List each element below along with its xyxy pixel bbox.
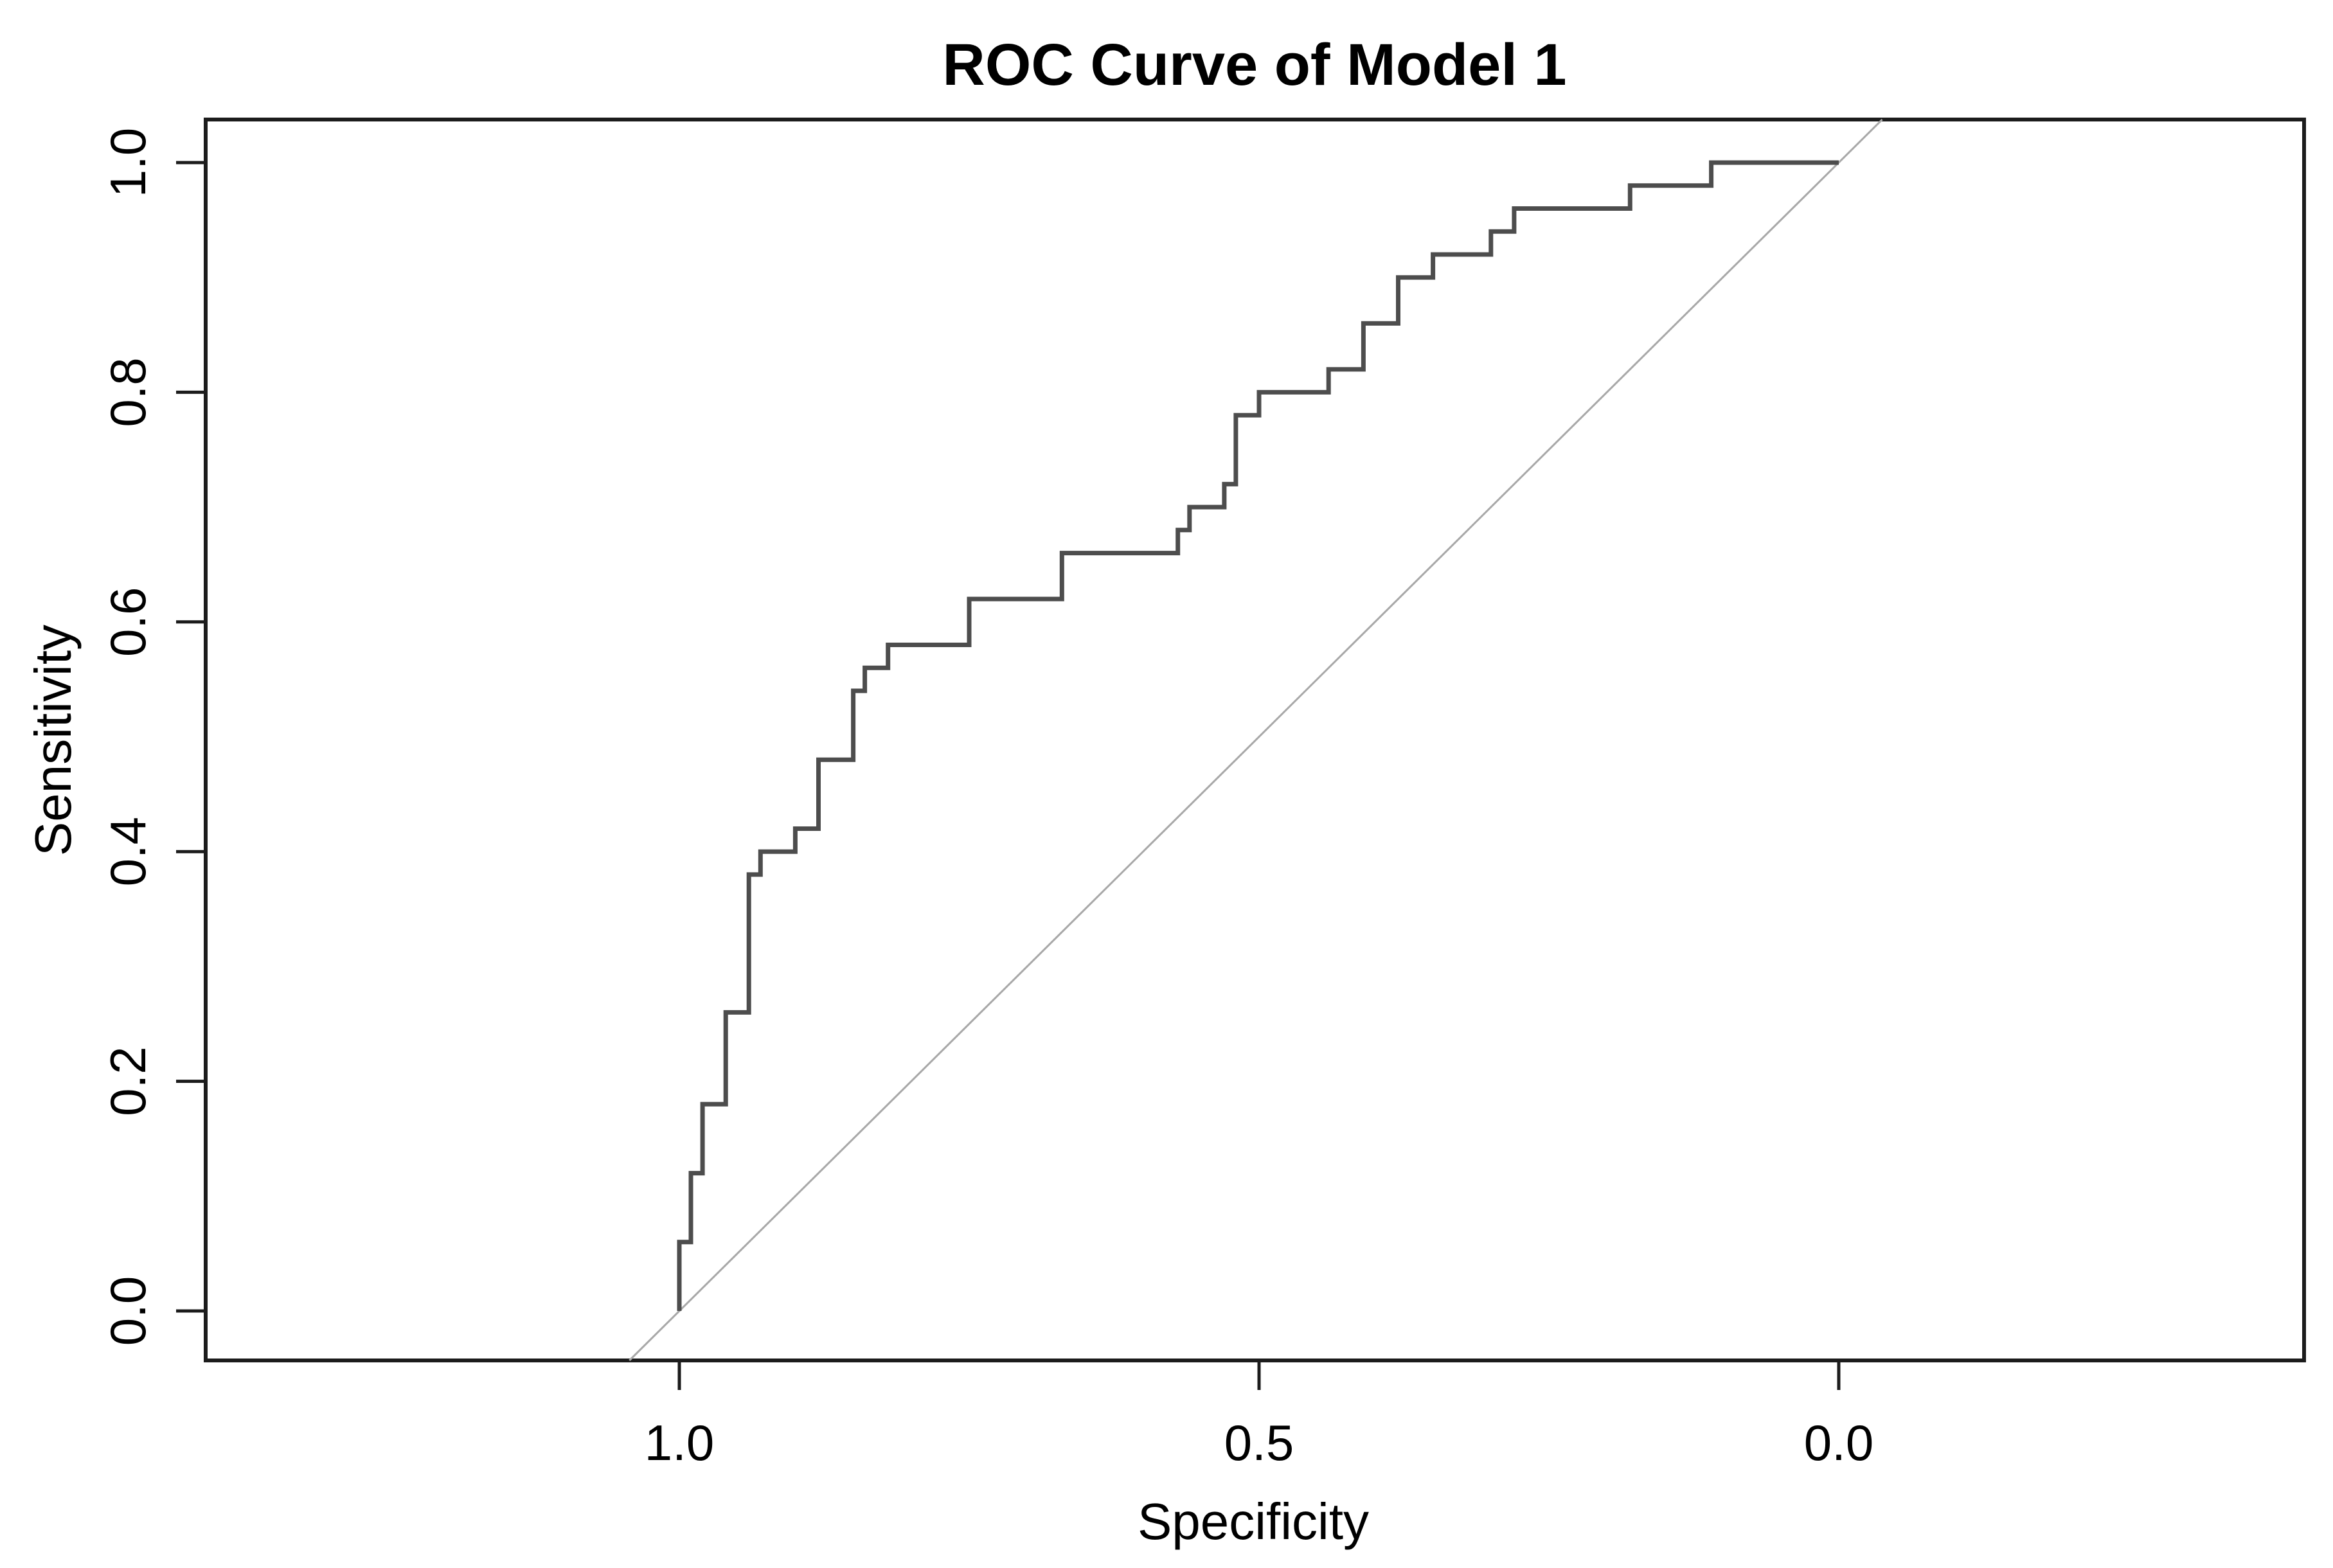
- x-tick-label: 0.5: [1224, 1414, 1294, 1471]
- x-tick-label: 0.0: [1804, 1414, 1873, 1471]
- chart-title: ROC Curve of Model 1: [942, 32, 1566, 98]
- y-axis-title: Sensitivity: [24, 625, 82, 856]
- y-tick-label: 0.0: [100, 1276, 156, 1346]
- roc-curve-line: [677, 160, 1839, 1311]
- reference-diagonal-line: [629, 118, 1883, 1362]
- y-tick-label: 0.2: [100, 1046, 156, 1116]
- y-axis-ticks: 0.0 0.2 0.4 0.6 0.8 1.0: [100, 128, 206, 1346]
- y-tick-label: 1.0: [100, 128, 156, 197]
- x-axis-ticks: 1.0 0.5 0.0: [645, 1360, 1873, 1471]
- y-tick-label: 0.4: [100, 817, 156, 886]
- y-tick-label: 0.6: [100, 587, 156, 657]
- x-axis-title: Specificity: [1138, 1493, 1369, 1550]
- plot-area-frame: [204, 118, 2306, 1362]
- x-tick-label: 1.0: [645, 1414, 714, 1471]
- y-tick-label: 0.8: [100, 357, 156, 427]
